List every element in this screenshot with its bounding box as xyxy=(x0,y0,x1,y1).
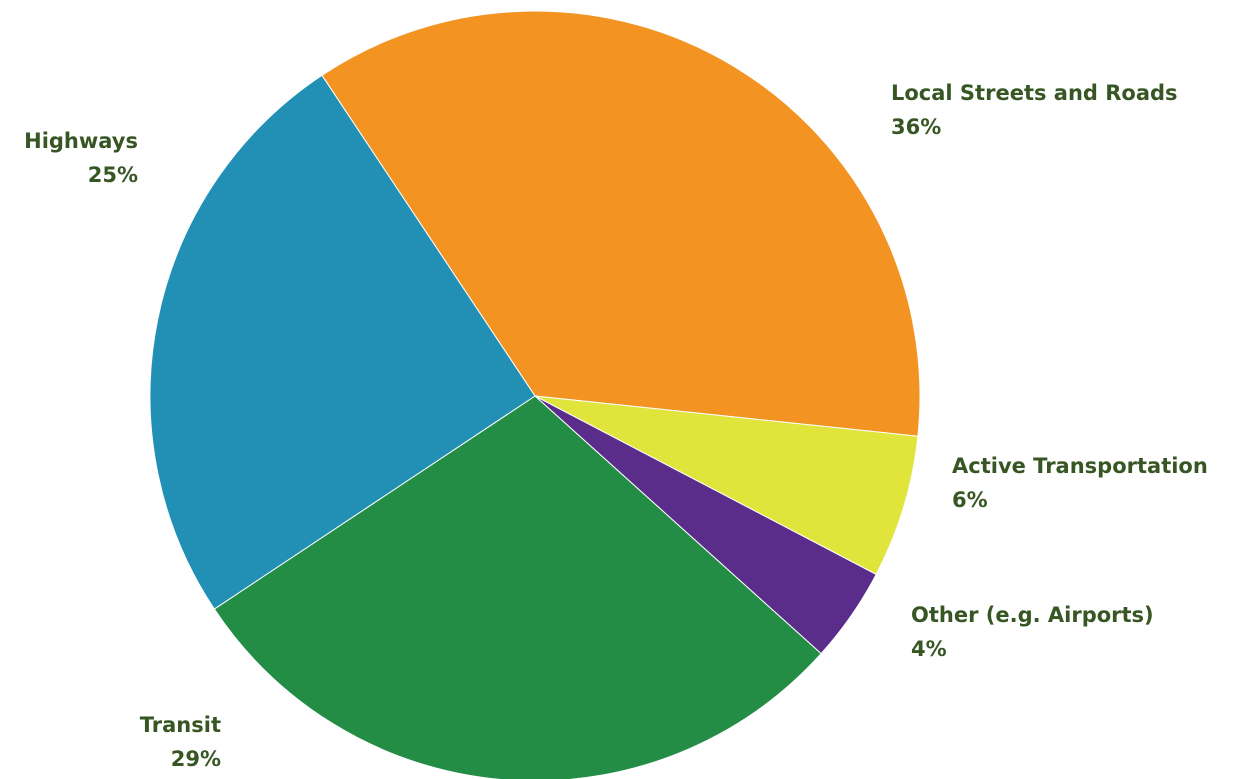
slice-label-name: Active Transportation xyxy=(952,454,1208,478)
pie-slice-highways xyxy=(149,74,536,610)
slice-label-name: Other (e.g. Airports) xyxy=(911,603,1154,627)
slice-label-value: 29% xyxy=(170,747,221,771)
slice-label-value: 25% xyxy=(87,163,138,187)
label-active-transportation: Active Transportation 6% xyxy=(952,449,1208,517)
slice-label-name: Transit xyxy=(139,713,221,737)
label-other-airports: Other (e.g. Airports) 4% xyxy=(911,598,1154,666)
slice-label-value: 36% xyxy=(891,115,942,139)
slice-label-value: 4% xyxy=(911,637,947,661)
pie-slice-local-streets-and-roads xyxy=(321,10,921,437)
label-highways: Highways 25% xyxy=(24,124,138,192)
label-local-streets-and-roads: Local Streets and Roads 36% xyxy=(891,76,1178,144)
slice-label-name: Local Streets and Roads xyxy=(891,81,1178,105)
pie-slice-active-transportation xyxy=(534,395,919,576)
label-transit: Transit 29% xyxy=(140,708,221,776)
pie-slice-transit xyxy=(213,395,822,779)
slice-label-value: 6% xyxy=(952,488,988,512)
slice-label-name: Highways xyxy=(24,129,138,153)
